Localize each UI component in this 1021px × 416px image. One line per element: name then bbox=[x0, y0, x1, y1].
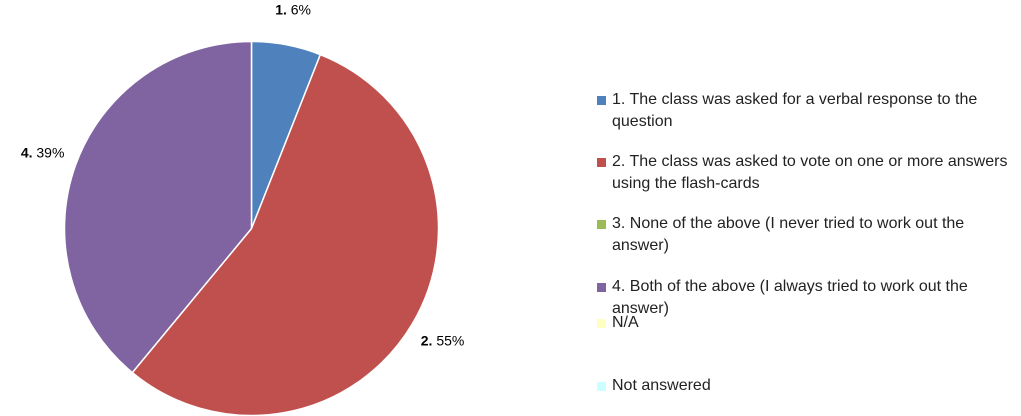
legend-label: 4. Both of the above (I always tried to … bbox=[612, 278, 968, 317]
slice-value: 55% bbox=[436, 332, 464, 348]
slice-number: 2. bbox=[421, 332, 433, 348]
slice-value: 6% bbox=[291, 1, 311, 17]
data-label: 4. 39% bbox=[21, 144, 65, 160]
data-label: 2. 55% bbox=[421, 332, 465, 348]
pie-slice bbox=[63, 40, 253, 374]
legend-swatch bbox=[597, 382, 606, 391]
legend-swatch bbox=[597, 158, 606, 167]
legend-swatch bbox=[597, 220, 606, 229]
legend-swatch bbox=[597, 283, 606, 292]
slice-number: 4. bbox=[21, 144, 33, 160]
pie-slice bbox=[131, 53, 440, 416]
legend-swatch bbox=[597, 319, 606, 328]
slice-value: 39% bbox=[36, 144, 64, 160]
legend-label: 2. The class was asked to vote on one or… bbox=[612, 153, 1008, 192]
legend-label: Not answered bbox=[612, 377, 711, 394]
legend-label: 1. The class was asked for a verbal resp… bbox=[612, 91, 978, 130]
legend-label: N/A bbox=[612, 314, 639, 331]
slice-number: 1. bbox=[275, 1, 287, 17]
legend-swatch bbox=[597, 96, 606, 105]
legend-label: 3. None of the above (I never tried to w… bbox=[612, 215, 965, 254]
data-label: 1. 6% bbox=[275, 1, 311, 17]
